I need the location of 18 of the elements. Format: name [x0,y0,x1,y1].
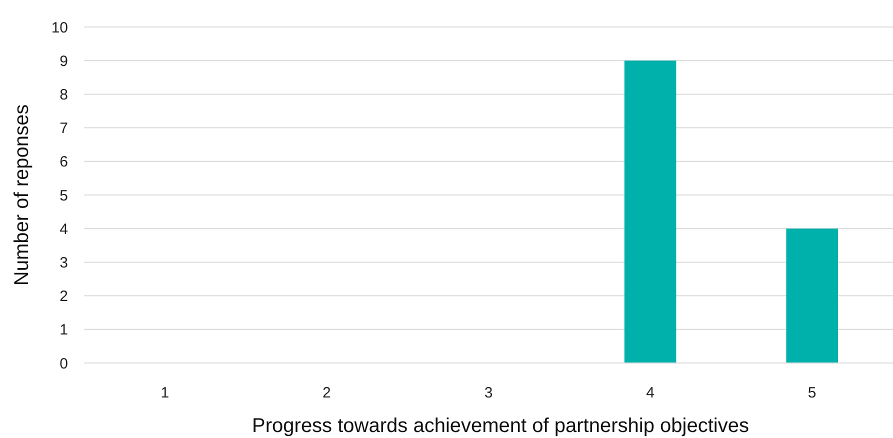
x-tick-label: 5 [808,384,816,402]
x-tick-label: 1 [160,384,170,402]
y-axis-title: Number of reponses [11,104,33,286]
y-tick-label: 4 [60,220,68,238]
y-tick-label: 3 [60,254,68,272]
y-tick-label: 0 [60,355,68,372]
y-tick-label: 10 [51,19,68,36]
y-tick-label: 9 [60,52,68,70]
x-tick-label: 2 [322,384,331,402]
y-tick-label: 8 [60,86,68,104]
y-tick-label: 1 [60,322,68,339]
x-tick-label: 3 [484,384,493,402]
y-tick-label: 7 [60,120,68,138]
x-tick-label: 4 [646,384,654,402]
y-tick-label: 2 [60,288,68,306]
x-axis-title: Progress towards achievement of partnership objectives [252,415,749,437]
y-tick-label: 5 [60,187,68,204]
y-tick-label: 6 [60,154,68,171]
